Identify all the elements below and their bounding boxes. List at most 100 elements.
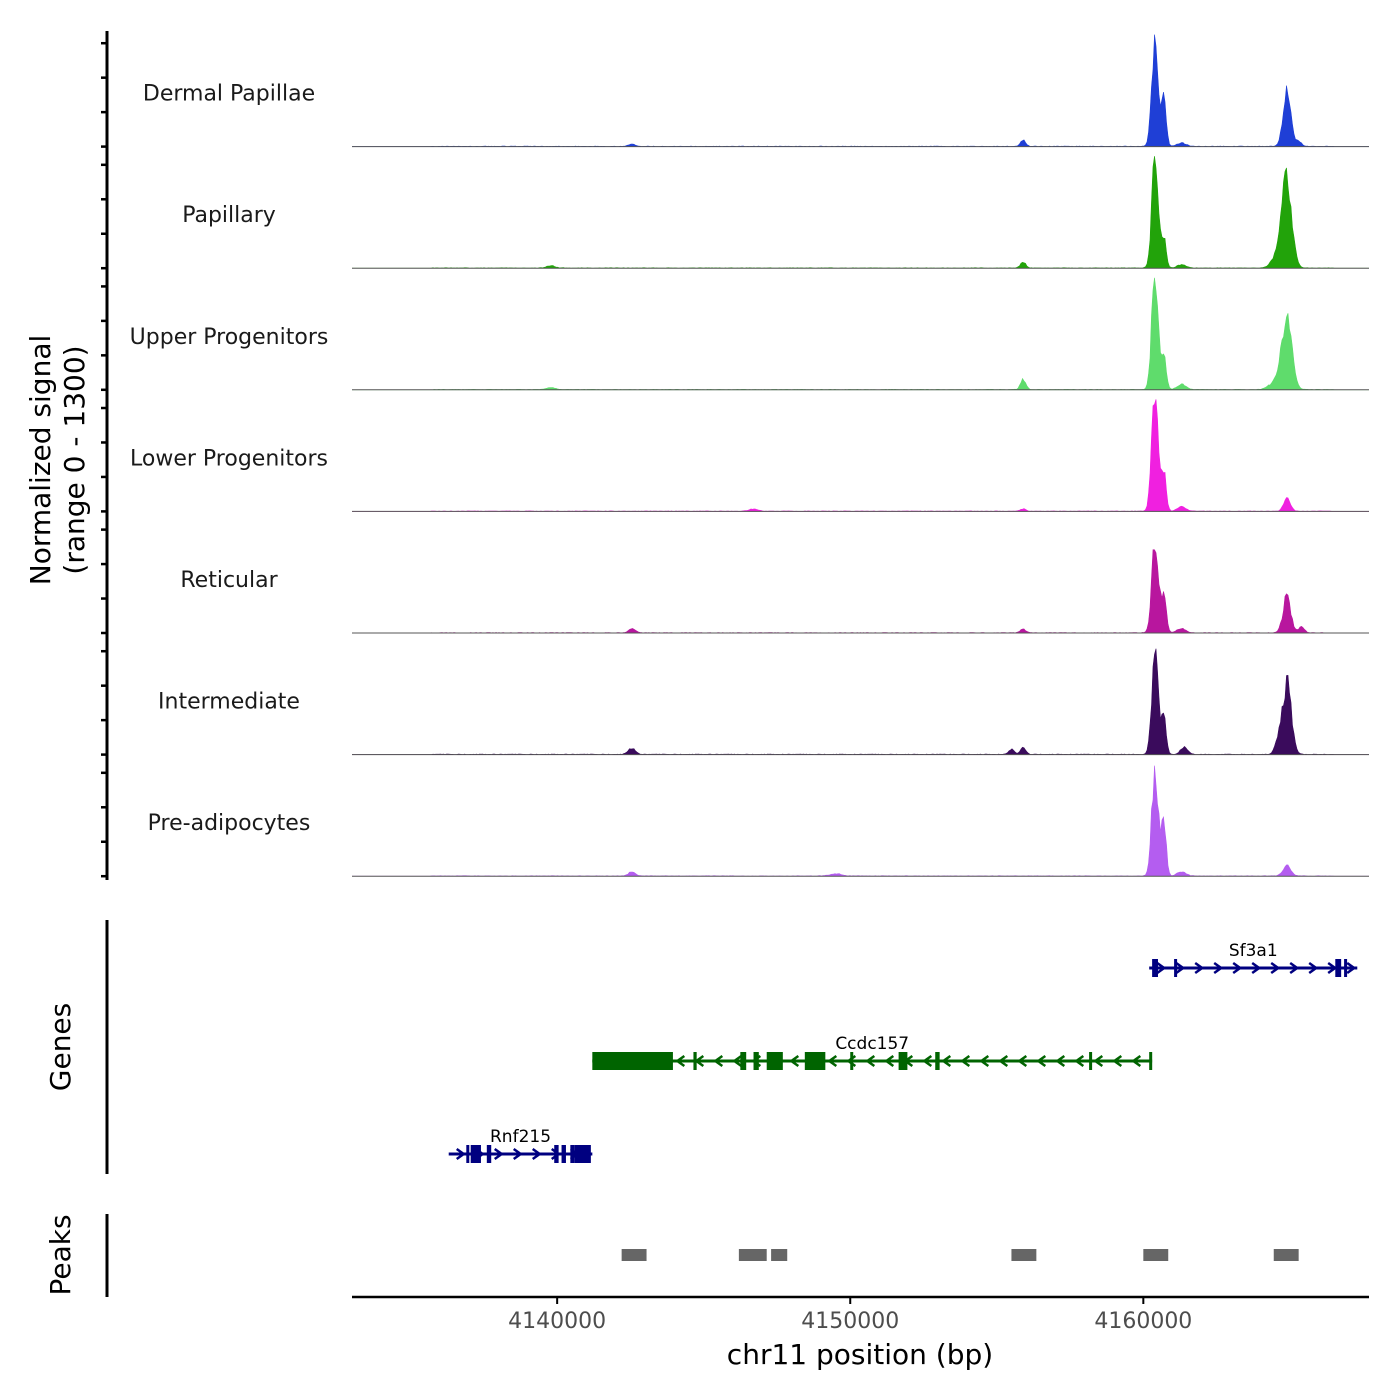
strand-arrow — [1213, 961, 1224, 975]
strand-arrow — [1251, 961, 1262, 975]
exon — [1335, 959, 1342, 977]
track-label: Lower Progenitors — [130, 446, 328, 471]
x-axis-ticks: 4140000 4150000 4160000 — [508, 1297, 1192, 1334]
exon — [1149, 1052, 1153, 1070]
strand-arrow — [512, 1147, 523, 1161]
signal-area — [352, 156, 1369, 269]
x-tick-label: 4160000 — [1094, 1309, 1192, 1334]
gene-model: Ccdc157 — [592, 1034, 1153, 1070]
track-label: Papillary — [182, 203, 276, 228]
peak-region — [771, 1249, 788, 1261]
strand-arrow — [675, 1054, 686, 1068]
strand-arrow — [1175, 961, 1186, 975]
peak-region — [1011, 1249, 1037, 1261]
track-label: Intermediate — [158, 690, 300, 715]
strand-arrow — [998, 1054, 1009, 1068]
strand-arrow — [531, 1147, 542, 1161]
track-label: Reticular — [180, 568, 278, 593]
x-axis-title: chr11 position (bp) — [727, 1338, 993, 1371]
exon — [592, 1052, 673, 1070]
exon — [486, 1145, 492, 1163]
strand-arrow — [789, 1054, 800, 1068]
genes-title: Genes — [44, 1003, 77, 1091]
exon — [1089, 1052, 1093, 1070]
strand-arrow — [884, 1054, 895, 1068]
strand-arrow — [1074, 1054, 1085, 1068]
exon — [554, 1145, 559, 1163]
signal-track: Pre-adipocytes — [101, 765, 1369, 878]
signal-area — [352, 648, 1369, 755]
strand-arrow — [1093, 1054, 1104, 1068]
strand-arrow — [922, 1054, 933, 1068]
track-label: Upper Progenitors — [130, 325, 329, 350]
y-axis-title: Normalized signal — [24, 335, 57, 586]
peak-region — [621, 1249, 647, 1261]
track-label: Dermal Papillae — [143, 82, 315, 107]
strand-arrow — [713, 1054, 724, 1068]
signal-track: Reticular — [101, 528, 1369, 635]
peak-region — [1143, 1249, 1169, 1261]
gene-track: Sf3a1 Ccdc157 Rnf215 — [448, 941, 1358, 1163]
gene-label: Sf3a1 — [1229, 941, 1278, 961]
strand-arrow — [865, 1054, 876, 1068]
strand-arrow — [455, 1147, 466, 1161]
strand-arrow — [1346, 961, 1357, 975]
strand-arrow — [1156, 961, 1167, 975]
strand-arrow — [1131, 1054, 1142, 1068]
exon — [1344, 959, 1348, 977]
exon — [574, 1145, 591, 1163]
signal-tracks: Dermal Papillae Papillary Upper Progenitor… — [101, 34, 1369, 878]
exon — [1152, 959, 1158, 977]
signal-area — [352, 34, 1369, 147]
signal-track: Lower Progenitors — [101, 399, 1369, 513]
exon — [898, 1052, 908, 1070]
strand-arrow — [1308, 961, 1319, 975]
strand-arrow — [1112, 1054, 1123, 1068]
x-tick-label: 4140000 — [508, 1309, 606, 1334]
exon — [935, 1052, 940, 1070]
signal-area — [352, 549, 1369, 634]
signal-area — [352, 277, 1369, 391]
strand-arrow — [1194, 961, 1205, 975]
strand-arrow — [1036, 1054, 1047, 1068]
strand-arrow — [1289, 961, 1300, 975]
gene-model: Sf3a1 — [1149, 941, 1358, 977]
signal-area — [352, 765, 1369, 877]
exon — [740, 1052, 747, 1070]
gene-label: Rnf215 — [490, 1127, 551, 1147]
strand-arrow — [1232, 961, 1243, 975]
strand-arrow — [732, 1054, 743, 1068]
exon — [570, 1145, 575, 1163]
gene-model: Rnf215 — [448, 1127, 593, 1163]
signal-track: Dermal Papillae — [101, 34, 1369, 148]
peak-region — [738, 1249, 767, 1261]
strand-arrow — [550, 1147, 561, 1161]
strand-arrow — [979, 1054, 990, 1068]
signal-area — [352, 399, 1369, 512]
exon — [466, 1145, 470, 1163]
peak-track — [621, 1249, 1299, 1261]
exon — [850, 1052, 854, 1070]
exon — [766, 1052, 783, 1070]
strand-arrow — [1017, 1054, 1028, 1068]
strand-arrow — [827, 1054, 838, 1068]
x-tick-label: 4150000 — [801, 1309, 899, 1334]
peak-region — [1273, 1249, 1299, 1261]
peaks-title: Peaks — [44, 1214, 77, 1295]
exon — [1174, 959, 1178, 977]
strand-arrow — [960, 1054, 971, 1068]
exon — [693, 1052, 697, 1070]
signal-track: Papillary — [101, 156, 1369, 270]
strand-arrow — [941, 1054, 952, 1068]
exon — [470, 1145, 481, 1163]
exon — [561, 1145, 566, 1163]
strand-arrow — [1055, 1054, 1066, 1068]
strand-arrow — [1270, 961, 1281, 975]
signal-track: Upper Progenitors — [101, 277, 1369, 392]
exon — [804, 1052, 826, 1070]
track-label: Pre-adipocytes — [148, 811, 311, 836]
signal-track: Intermediate — [101, 648, 1369, 756]
exon — [753, 1052, 759, 1070]
gene-label: Ccdc157 — [835, 1034, 909, 1054]
